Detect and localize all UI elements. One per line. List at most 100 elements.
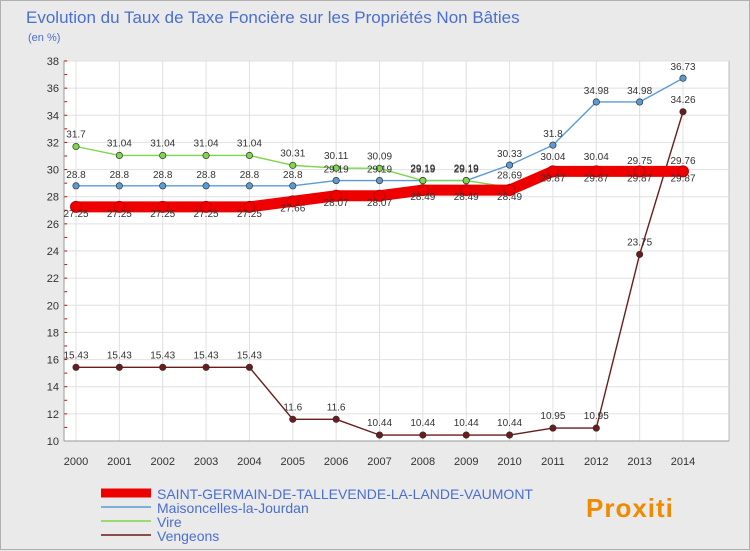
data-label: 31.04 — [107, 138, 132, 149]
data-label: 30.11 — [324, 151, 349, 162]
series-point-1 — [549, 141, 557, 149]
data-label: 28.49 — [497, 192, 522, 203]
series-point-3 — [419, 431, 427, 439]
data-label: 31.04 — [150, 138, 175, 149]
x-tick-label: 2003 — [194, 456, 218, 468]
series-point-0 — [633, 165, 646, 178]
data-label: 28.8 — [283, 170, 303, 181]
series-point-2 — [375, 164, 384, 172]
data-label: 28.8 — [66, 170, 86, 181]
data-label: 30.04 — [540, 152, 565, 163]
series-point-0 — [546, 165, 559, 178]
data-label: 10.44 — [454, 418, 479, 429]
series-point-1 — [289, 182, 297, 190]
series-point-3 — [289, 415, 297, 423]
y-tick-label: 14 — [47, 382, 59, 394]
x-tick-label: 2008 — [411, 456, 435, 468]
data-label: 15.43 — [150, 350, 175, 361]
data-label: 28.8 — [196, 170, 216, 181]
data-label: 34.98 — [627, 86, 652, 97]
y-tick-label: 28 — [47, 192, 59, 204]
data-label: 28.8 — [153, 170, 173, 181]
data-label: 29.75 — [627, 156, 652, 167]
data-label: 29.19 — [410, 165, 435, 176]
series-point-3 — [462, 431, 470, 439]
series-point-3 — [592, 424, 600, 432]
series-point-2 — [115, 151, 123, 160]
data-label: 31.7 — [66, 130, 86, 141]
series-point-0 — [286, 195, 299, 208]
data-label: 29.19 — [454, 164, 479, 175]
legend-label: SAINT-GERMAIN-DE-TALLEVENDE-LA-LANDE-VAU… — [157, 486, 533, 502]
data-label: 30.31 — [280, 148, 305, 159]
series-point-0 — [677, 165, 689, 178]
data-label: 30.33 — [497, 149, 522, 160]
x-tick-label: 2007 — [367, 456, 391, 468]
series-point-1 — [245, 182, 253, 190]
y-tick-label: 36 — [47, 83, 59, 95]
data-label: 36.73 — [670, 62, 695, 73]
series-point-2 — [462, 177, 470, 185]
data-label: 28.8 — [110, 170, 130, 181]
data-label: 11.6 — [327, 402, 346, 413]
series-point-0 — [70, 200, 82, 213]
series-point-1 — [506, 161, 514, 169]
x-tick-label: 2013 — [627, 456, 651, 468]
data-label: 29.87 — [584, 173, 609, 184]
series-point-3 — [159, 363, 167, 371]
series-point-1 — [679, 74, 687, 82]
series-point-0 — [156, 200, 169, 213]
data-label: 29.19 — [410, 164, 435, 175]
data-label: 31.04 — [194, 138, 219, 149]
series-point-2 — [419, 177, 427, 185]
data-label: 29.87 — [540, 173, 565, 184]
data-label: 10.95 — [540, 411, 565, 422]
data-label: 28.49 — [454, 192, 479, 203]
y-tick-label: 18 — [47, 327, 59, 339]
x-tick-label: 2004 — [237, 456, 261, 468]
data-label: 10.44 — [367, 418, 392, 429]
data-label: 31.8 — [543, 129, 563, 140]
series-point-2 — [159, 151, 167, 160]
series-point-1 — [592, 98, 600, 106]
series-point-0 — [416, 184, 429, 197]
series-point-3 — [332, 415, 340, 423]
legend-label: Vire — [157, 514, 182, 530]
series-point-1 — [72, 182, 80, 190]
x-tick-label: 2006 — [324, 456, 348, 468]
chart-title: Evolution du Taux de Taxe Foncière sur l… — [26, 8, 520, 27]
data-label: 28.07 — [324, 198, 349, 209]
x-tick-label: 2005 — [281, 456, 305, 468]
series-point-0 — [503, 184, 516, 197]
data-label: 29.19 — [367, 165, 392, 176]
data-label: 34.26 — [670, 95, 695, 106]
legend: SAINT-GERMAIN-DE-TALLEVENDE-LA-LANDE-VAU… — [101, 486, 533, 544]
y-axis-label: (en %) — [28, 32, 60, 44]
axes: 10 12 14 16 18 20 22 24 26 28 30 32 34 36 38 2000 2001 20… — [47, 56, 729, 468]
logo-text: Proxiti — [586, 493, 674, 523]
data-label: 27.66 — [280, 203, 305, 214]
data-label: 27.25 — [237, 209, 262, 220]
series-point-0 — [113, 200, 126, 213]
x-tick-label: 2010 — [497, 456, 521, 468]
series-point-1 — [636, 98, 644, 106]
data-label: 27.25 — [63, 209, 88, 220]
series-point-1 — [159, 182, 167, 190]
data-label: 29.87 — [627, 173, 652, 184]
data-label: 15.43 — [63, 350, 88, 361]
data-label: 15.43 — [237, 350, 262, 361]
series-point-1 — [202, 182, 210, 190]
y-tick-label: 10 — [47, 436, 59, 448]
series-point-0 — [330, 189, 343, 202]
data-label: 31.04 — [237, 138, 262, 149]
data-label: 10.44 — [410, 418, 435, 429]
data-label: 23.75 — [627, 237, 652, 248]
legend-label: Maisoncelles-la-Jourdan — [157, 500, 309, 516]
data-label: 29.87 — [670, 173, 695, 184]
data-label: 30.09 — [367, 151, 392, 162]
legend-label: Vengeons — [157, 528, 219, 544]
y-tick-label: 32 — [47, 137, 59, 149]
series-point-2 — [245, 151, 253, 160]
